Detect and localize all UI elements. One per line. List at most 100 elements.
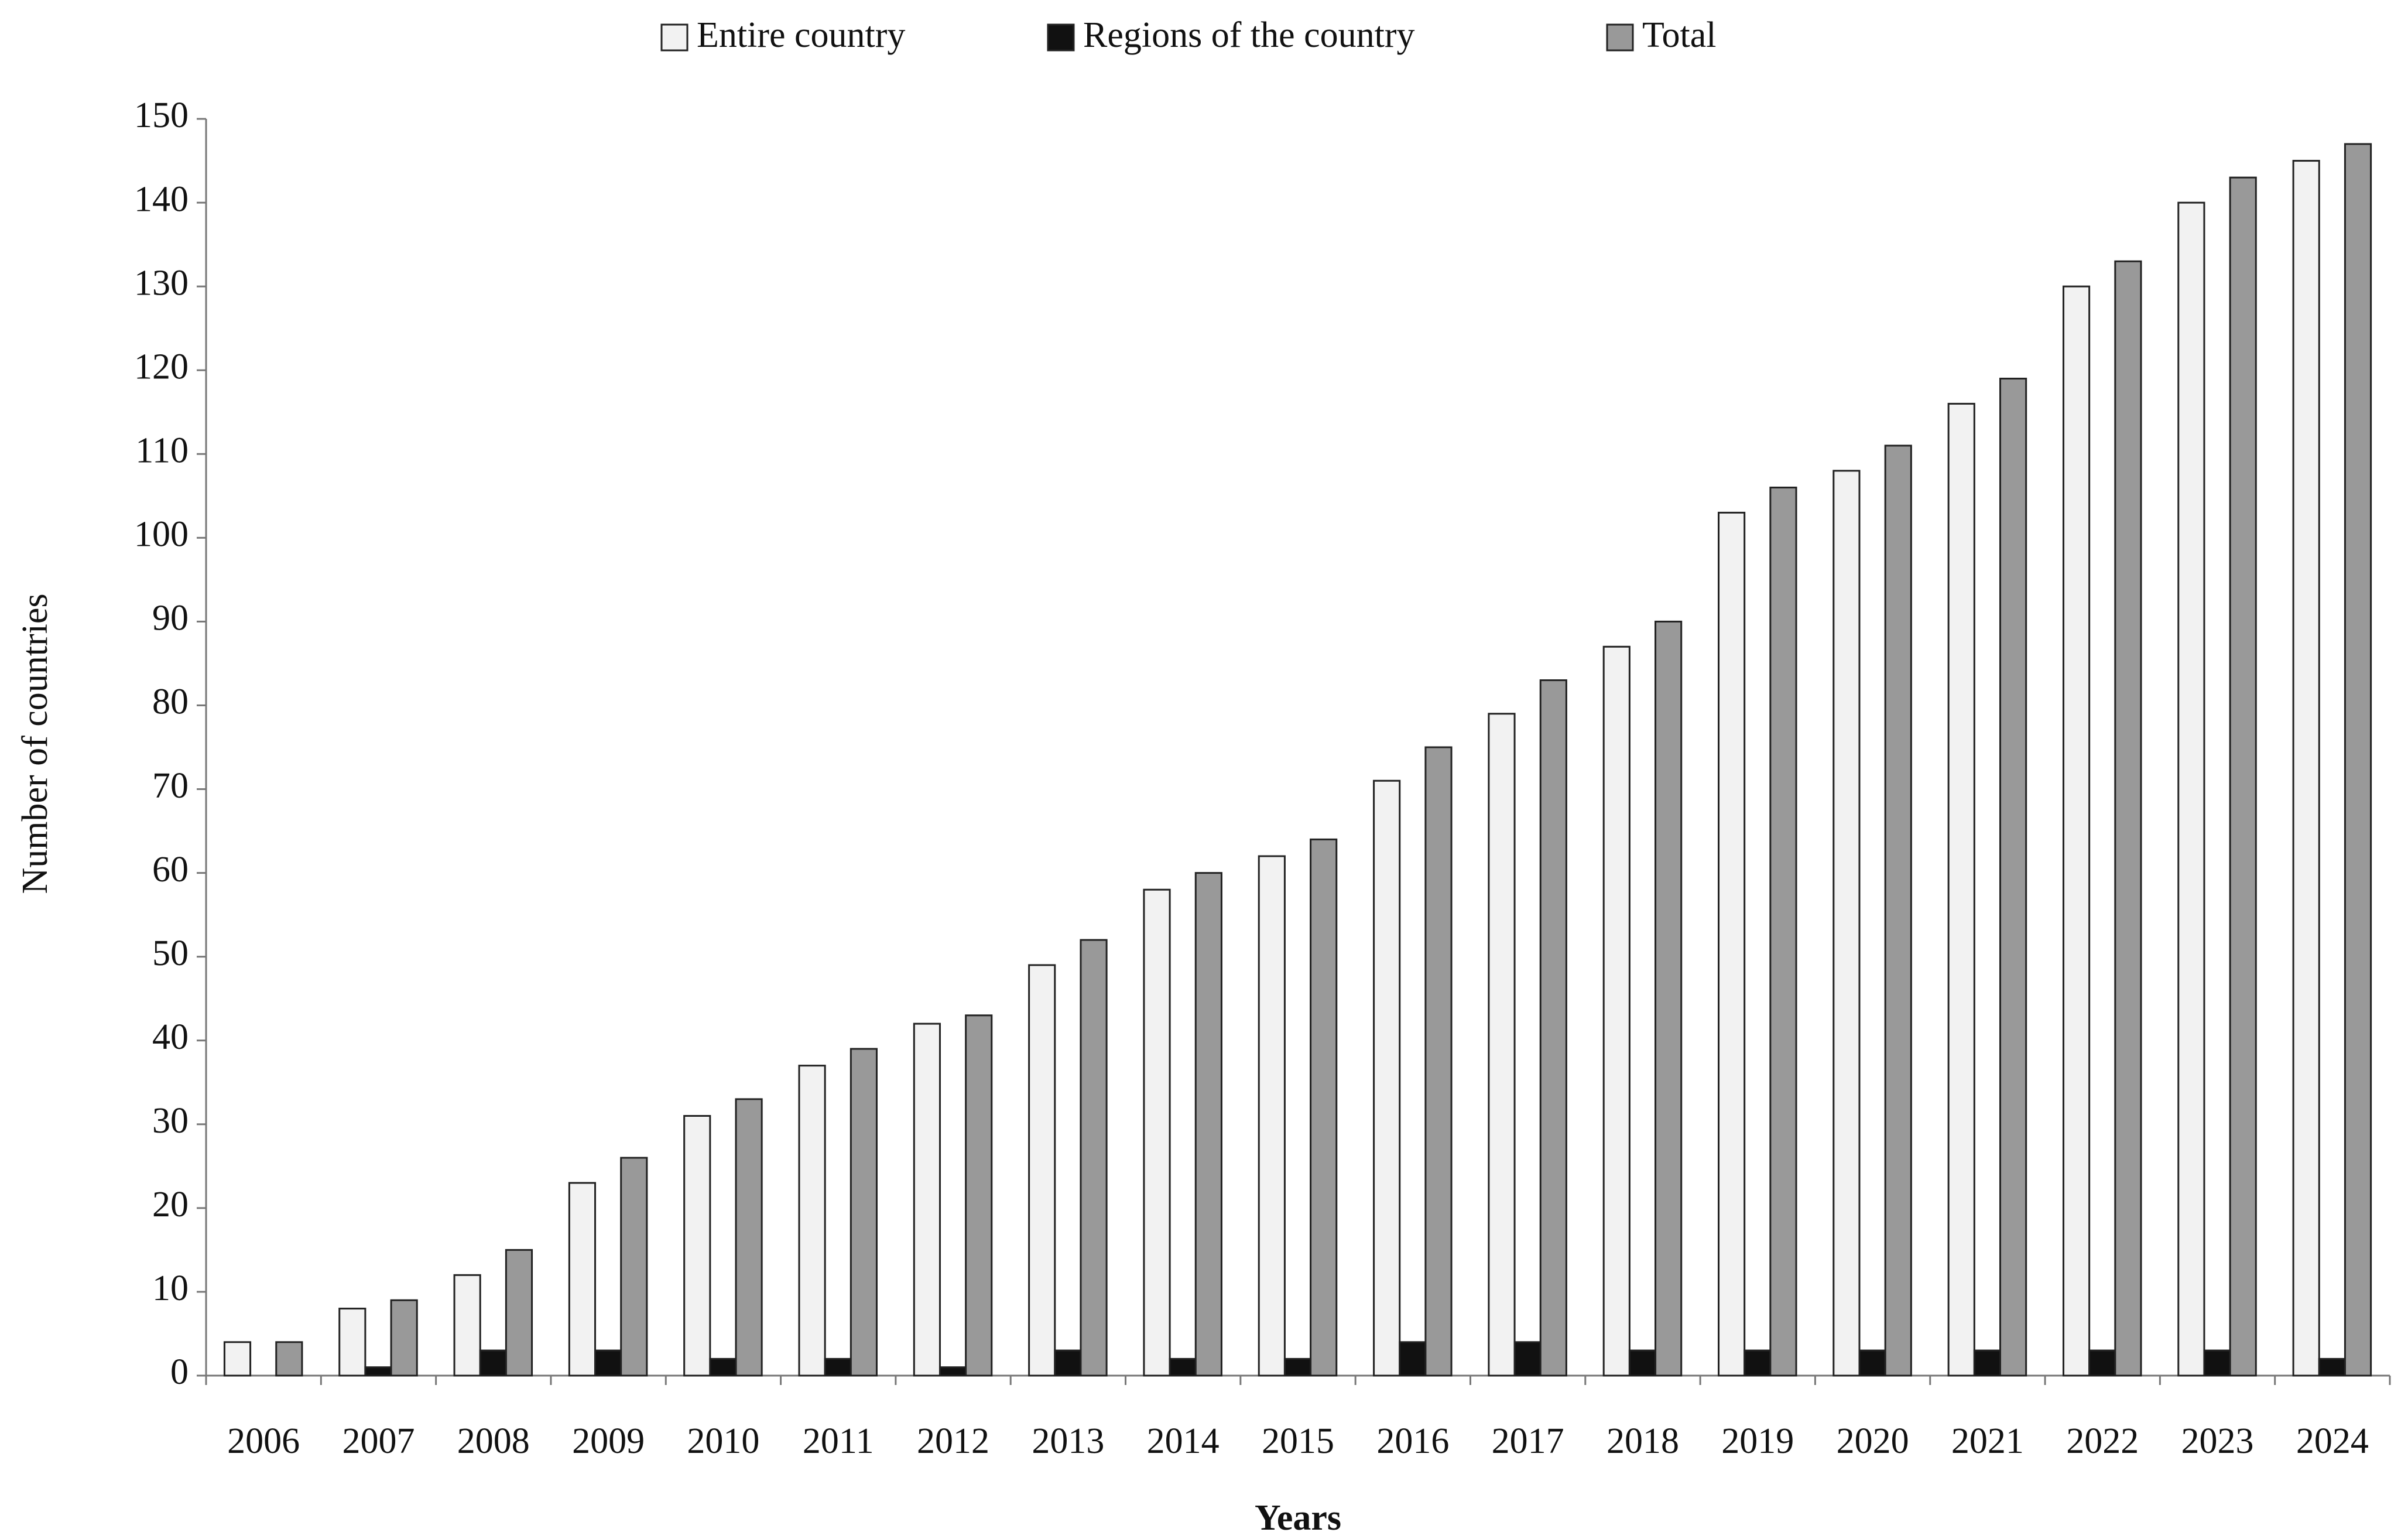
bar bbox=[1832, 470, 1861, 1377]
y-tick-label: 80 bbox=[152, 682, 189, 722]
x-tick-label: 2024 bbox=[2296, 1421, 2369, 1461]
bar bbox=[1373, 779, 1401, 1377]
bar bbox=[479, 1349, 507, 1377]
bar bbox=[2114, 260, 2142, 1377]
y-axis-label: Number of countries bbox=[15, 593, 55, 894]
bar bbox=[223, 1341, 252, 1377]
bar bbox=[594, 1349, 622, 1377]
bar bbox=[965, 1014, 993, 1377]
bar bbox=[2344, 143, 2372, 1377]
bar bbox=[2062, 285, 2091, 1377]
x-tick-label: 2017 bbox=[1492, 1421, 1564, 1461]
x-tick-label: 2012 bbox=[917, 1421, 989, 1461]
bar bbox=[1169, 1357, 1197, 1377]
x-tick-label: 2011 bbox=[803, 1421, 874, 1461]
bar bbox=[1718, 511, 1746, 1377]
y-tick-label: 130 bbox=[134, 263, 189, 303]
legend-label: Regions of the country bbox=[1083, 15, 1415, 55]
bar bbox=[1513, 1341, 1542, 1377]
legend-swatch bbox=[660, 23, 689, 52]
x-tick-label: 2019 bbox=[1721, 1421, 1794, 1461]
y-tick-label: 40 bbox=[152, 1017, 189, 1057]
bar bbox=[2088, 1349, 2116, 1377]
legend-swatch bbox=[1047, 23, 1075, 52]
x-tick-label: 2022 bbox=[2066, 1421, 2139, 1461]
bar bbox=[1999, 378, 2027, 1377]
bar bbox=[1947, 402, 1975, 1377]
y-tick-label: 10 bbox=[152, 1268, 189, 1308]
legend-swatch bbox=[1606, 23, 1634, 52]
y-tick-label: 70 bbox=[152, 766, 189, 806]
x-tick-label: 2014 bbox=[1147, 1421, 1220, 1461]
y-tick-label: 90 bbox=[152, 598, 189, 638]
bar bbox=[1399, 1341, 1427, 1377]
bar bbox=[709, 1357, 737, 1377]
bar bbox=[2177, 201, 2205, 1377]
y-tick-label: 150 bbox=[134, 95, 189, 135]
y-tick-label: 100 bbox=[134, 515, 189, 555]
x-tick-label: 2010 bbox=[687, 1421, 759, 1461]
bar bbox=[1744, 1349, 1772, 1377]
bar bbox=[1769, 486, 1797, 1377]
bar bbox=[620, 1157, 648, 1377]
legend-label: Entire country bbox=[697, 15, 905, 55]
x-tick-label: 2007 bbox=[342, 1421, 415, 1461]
bar bbox=[390, 1299, 418, 1377]
x-tick-label: 2015 bbox=[1262, 1421, 1334, 1461]
bar bbox=[1488, 713, 1516, 1377]
bar bbox=[1054, 1349, 1082, 1377]
bar bbox=[1602, 645, 1631, 1377]
bar bbox=[275, 1341, 303, 1377]
bar bbox=[2292, 160, 2320, 1377]
x-tick-label: 2008 bbox=[457, 1421, 530, 1461]
x-tick-label: 2023 bbox=[2181, 1421, 2254, 1461]
bar bbox=[1143, 888, 1171, 1377]
x-axis-label: Years bbox=[1255, 1498, 1341, 1538]
x-tick-label: 2006 bbox=[227, 1421, 300, 1461]
bar bbox=[913, 1022, 941, 1377]
bar bbox=[683, 1114, 711, 1377]
bar bbox=[568, 1182, 597, 1377]
bar bbox=[364, 1366, 392, 1377]
x-tick-label: 2020 bbox=[1837, 1421, 1909, 1461]
y-tick-label: 110 bbox=[135, 431, 189, 471]
x-tick-label: 2009 bbox=[572, 1421, 645, 1461]
bar bbox=[2203, 1349, 2231, 1377]
bar bbox=[2318, 1357, 2346, 1377]
y-tick-label: 120 bbox=[134, 347, 189, 387]
bar bbox=[1539, 679, 1567, 1377]
bar bbox=[338, 1308, 366, 1377]
bar bbox=[1283, 1357, 1312, 1377]
x-tick-label: 2018 bbox=[1607, 1421, 1679, 1461]
bar bbox=[1655, 620, 1683, 1377]
y-tick-label: 50 bbox=[152, 933, 189, 973]
bar bbox=[1080, 939, 1108, 1377]
y-tick-label: 20 bbox=[152, 1185, 189, 1225]
x-tick-label: 2016 bbox=[1376, 1421, 1449, 1461]
bar bbox=[1973, 1349, 2001, 1377]
bar bbox=[1628, 1349, 1657, 1377]
bar bbox=[1884, 444, 1912, 1377]
bar bbox=[1194, 872, 1222, 1377]
bar bbox=[2229, 176, 2257, 1377]
bar bbox=[798, 1065, 826, 1377]
y-tick-label: 60 bbox=[152, 850, 189, 890]
bar bbox=[824, 1357, 852, 1377]
bar bbox=[850, 1048, 878, 1377]
bar bbox=[735, 1098, 763, 1377]
legend-label: Total bbox=[1642, 15, 1717, 55]
bar bbox=[938, 1366, 967, 1377]
y-tick-label: 140 bbox=[134, 179, 189, 219]
bar bbox=[1310, 838, 1338, 1377]
y-tick-label: 0 bbox=[170, 1352, 189, 1392]
x-tick-label: 2021 bbox=[1951, 1421, 2024, 1461]
bar bbox=[1424, 746, 1453, 1377]
bar bbox=[505, 1249, 533, 1377]
bar bbox=[1858, 1349, 1886, 1377]
bar bbox=[1028, 964, 1056, 1377]
bar bbox=[1258, 855, 1286, 1377]
bar bbox=[453, 1274, 481, 1377]
y-tick-label: 30 bbox=[152, 1101, 189, 1141]
x-tick-label: 2013 bbox=[1032, 1421, 1104, 1461]
